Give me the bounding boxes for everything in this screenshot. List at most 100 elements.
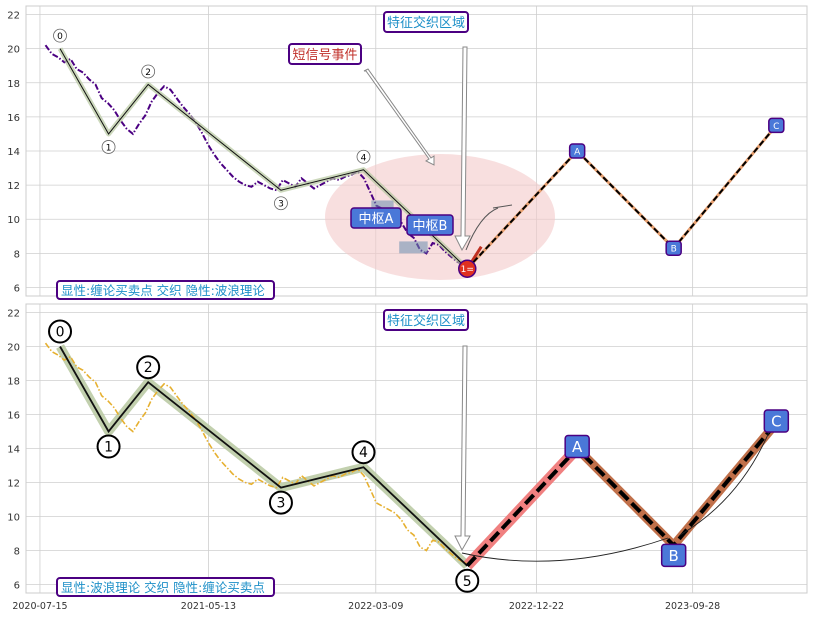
wave-marker-circle (48, 319, 73, 344)
wave-marker-circle (141, 64, 156, 79)
y-tick-label: 22 (7, 309, 20, 320)
bottom-upper-arc (679, 429, 771, 536)
projection-marker-box (660, 543, 687, 568)
y-tick-label: 22 (7, 11, 20, 22)
projection-label: A (574, 148, 581, 158)
top-feature-zone-label: 特征交织区域 (383, 11, 469, 33)
wave-marker-circle (455, 568, 480, 593)
projection-label: C (771, 413, 781, 431)
y-tick-label: 20 (7, 45, 20, 56)
svg-text:特征交织区域: 特征交织区域 (387, 15, 465, 31)
y-tick-label: 10 (7, 513, 20, 524)
top-zhongshu-zones (371, 200, 428, 254)
short-signal-label: 短信号事件 (288, 43, 362, 65)
x-axis-ticks: 2020-07-15 2021-05-13 2022-03-09 2022-12-22… (12, 601, 720, 612)
bottom-projection-lines (465, 421, 778, 568)
wave-label: 4 (359, 445, 368, 461)
bottom-legend-text: 显性:波浪理论 交织 隐性:缠论买卖点 (56, 577, 275, 597)
projection-line (465, 421, 778, 568)
top-wave-lines (57, 47, 469, 271)
y-tick-label: 6 (14, 581, 20, 592)
bottom-price-series (44, 342, 471, 565)
y-tick-label: 12 (7, 181, 20, 192)
price-line (44, 342, 471, 565)
wave-label: 3 (276, 496, 285, 512)
top-feature-zone-arrow (454, 46, 471, 252)
wave-line (59, 346, 468, 567)
svg-text:显性:波浪理论 交织 隐性:缠论买卖点: 显性:波浪理论 交织 隐性:缠论买卖点 (61, 580, 265, 595)
y-tick-label: 14 (7, 445, 20, 456)
wave-label: 0 (56, 325, 65, 341)
x-tick-label: 2021-05-13 (181, 601, 236, 612)
wave-marker-circle (136, 355, 161, 380)
projection-label: B (671, 245, 677, 255)
x-tick-label: 2022-03-09 (348, 601, 403, 612)
projection-label: C (773, 122, 779, 132)
projection-marker-box (768, 117, 785, 134)
projection-marker-box (564, 434, 590, 459)
wave-marker-circle (96, 434, 121, 459)
y-tick-label: 8 (14, 249, 20, 260)
y-tick-label: 16 (7, 113, 20, 124)
bottom-wave-lines (59, 346, 468, 567)
bottom-lower-arc (461, 537, 669, 562)
top-curve-tick (492, 204, 513, 209)
wave-marker-circle (101, 140, 116, 154)
zhongshu-b-label: 中枢B (406, 214, 454, 236)
bottom-feature-zone-arrow (454, 345, 471, 552)
zhongshu-box (399, 241, 428, 254)
wave-label: 4 (361, 153, 367, 163)
x-tick-label: 2020-07-15 (12, 601, 67, 612)
y-tick-label: 18 (7, 377, 20, 388)
wave-label: 2 (145, 68, 151, 78)
bottom-feature-zone-label: 特征交织区域 (383, 309, 469, 331)
projection-line (466, 124, 778, 270)
y-tick-label: 12 (7, 479, 20, 490)
x-tick-label: 2023-09-28 (665, 601, 720, 612)
short-signal-arrow (363, 68, 435, 166)
zhongshu-a-label: 中枢A (350, 207, 402, 229)
svg-text:短信号事件: 短信号事件 (292, 48, 357, 63)
projection-label: A (572, 438, 583, 456)
svg-text:特征交织区域: 特征交织区域 (387, 313, 465, 329)
bottom-projection-markers: A B C (564, 409, 790, 568)
bottom-wave-markers: 0 1 2 3 4 5 (48, 319, 480, 593)
top-wave-markers: 0 1 2 3 4 1= (53, 28, 477, 278)
top-y-ticks: 6 8 10 12 14 16 18 20 22 (7, 11, 20, 295)
wave-label: 3 (278, 200, 284, 210)
y-tick-label: 10 (7, 215, 20, 226)
y-tick-label: 8 (14, 547, 20, 558)
top-projection-markers: A B C (568, 117, 785, 256)
wave-label: 1 (104, 440, 113, 456)
zhongshu-box (371, 200, 394, 209)
bottom-y-ticks: 6 8 10 12 14 16 18 20 22 (7, 309, 20, 592)
wave-marker-circle (274, 196, 288, 211)
projection-label: B (669, 547, 679, 565)
y-tick-label: 14 (7, 147, 20, 158)
projection-marker-box (763, 409, 790, 433)
top-curve-arrow (465, 207, 499, 251)
projection-marker-box (665, 240, 682, 256)
wave-line (59, 48, 468, 270)
y-tick-label: 6 (14, 283, 20, 294)
svg-text:显性:缠论买卖点 交织 隐性:波浪理论: 显性:缠论买卖点 交织 隐性:波浪理论 (61, 283, 265, 298)
y-tick-label: 16 (7, 411, 20, 422)
svg-text:中枢A: 中枢A (359, 212, 394, 227)
x-tick-label: 2022-12-22 (509, 601, 564, 612)
y-tick-label: 20 (7, 343, 20, 354)
wave-marker-circle (268, 490, 293, 515)
wave-label: 2 (144, 360, 153, 376)
wave-end-dot (458, 259, 477, 278)
wave-label: 1 (106, 143, 112, 153)
wave-marker-circle (53, 28, 67, 43)
wave-marker-circle (356, 149, 371, 164)
y-tick-label: 18 (7, 79, 20, 90)
top-legend-text: 显性:缠论买卖点 交织 隐性:波浪理论 (56, 280, 275, 300)
projection-marker-box (568, 143, 586, 159)
wave-label: 1= (461, 265, 474, 275)
wave-marker-circle (351, 440, 376, 465)
svg-text:中枢B: 中枢B (413, 219, 448, 234)
